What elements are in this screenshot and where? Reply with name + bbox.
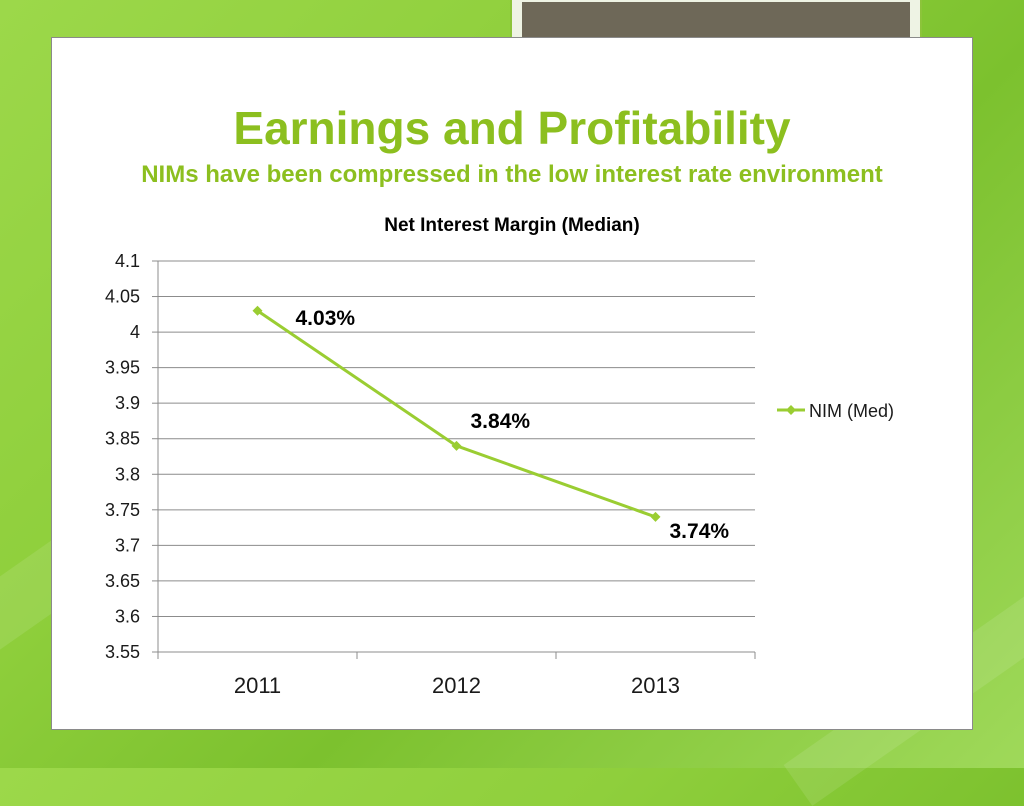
- y-tick-label: 3.95: [105, 358, 140, 378]
- y-tick-label: 4.1: [115, 251, 140, 271]
- data-labels: 4.03% 3.84% 3.74%: [296, 307, 730, 543]
- x-tick-label: 2011: [234, 673, 281, 698]
- slide-subtitle: NIMs have been compressed in the low int…: [141, 161, 883, 188]
- chart-legend: NIM (Med): [777, 401, 894, 421]
- y-tick-label: 4.05: [105, 287, 140, 307]
- y-tick-label: 3.55: [105, 642, 140, 662]
- legend-label: NIM (Med): [809, 401, 894, 421]
- data-label: 3.74%: [670, 520, 730, 543]
- chart-title: Net Interest Margin (Median): [384, 215, 639, 236]
- y-tick-label: 3.7: [115, 535, 140, 555]
- data-label: 3.84%: [471, 410, 531, 433]
- data-label: 4.03%: [296, 307, 356, 330]
- y-tick-label: 3.65: [105, 571, 140, 591]
- data-point: [252, 305, 263, 316]
- chart-gridlines: [158, 260, 755, 653]
- series-line: [256, 309, 657, 519]
- legend-marker: [786, 405, 796, 415]
- slide-card: [51, 37, 973, 730]
- y-tick-label: 3.75: [105, 500, 140, 520]
- y-tick-label: 3.6: [115, 606, 140, 626]
- x-axis: 2011 2012 2013: [157, 261, 756, 698]
- data-point: [451, 440, 462, 451]
- x-tick-label: 2013: [631, 673, 680, 698]
- x-tick-label: 2012: [432, 673, 481, 698]
- nim-line-chart: Net Interest Margin (Median) 4.1 4.05 4 3.9…: [105, 215, 894, 698]
- slide-title: Earnings and Profitability: [233, 102, 791, 154]
- y-tick-label: 4: [130, 322, 140, 342]
- y-tick-label: 3.85: [105, 429, 140, 449]
- data-point: [650, 511, 661, 522]
- chart-series: [252, 305, 661, 522]
- y-axis-ticks: 4.1 4.05 4 3.95 3.9 3.85 3.8 3.75 3.7 3.65 3.6 3.55: [105, 251, 158, 662]
- y-tick-label: 3.9: [115, 393, 140, 413]
- y-tick-label: 3.8: [115, 464, 140, 484]
